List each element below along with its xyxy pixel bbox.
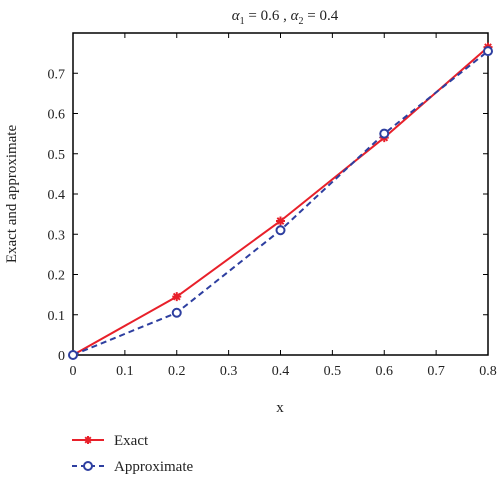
chart-title: α1 = 0.6 , α2 = 0.4: [232, 8, 339, 27]
series-line-approximate: [72, 50, 489, 356]
data-point-exact: [276, 216, 285, 226]
x-tick-label: 0.4: [272, 364, 290, 379]
legend-exact-label: Exact: [114, 433, 149, 449]
data-point-approximate: [483, 46, 493, 57]
x-tick-label: 0.2: [168, 364, 186, 379]
y-tick-label: 0.3: [48, 228, 66, 243]
y-tick-label: 0.5: [48, 148, 66, 163]
x-tick-label: 0.6: [376, 364, 394, 379]
data-point-approximate: [275, 225, 286, 236]
legend-approx-label: Approximate: [114, 459, 193, 475]
data-point-approximate: [68, 350, 78, 360]
y-tick-label: 0.7: [48, 67, 66, 82]
y-axis-label: Exact and approximate: [4, 125, 20, 264]
legend: Exact Approximate: [72, 433, 193, 475]
y-tick-label: 0: [58, 349, 65, 364]
series-line-exact: [72, 46, 489, 356]
x-tick-label: 0.1: [116, 364, 134, 379]
title-end: = 0.4: [304, 8, 339, 24]
y-axis: 0 0.1 0.2 0.3 0.4 0.5 0.6 0.7: [48, 67, 488, 364]
legend-exact-marker: [84, 436, 92, 444]
x-tick-label: 0.5: [324, 364, 342, 379]
title-alpha-2: α: [291, 8, 300, 24]
x-axis-label: x: [276, 400, 284, 416]
x-tick-label: 0.3: [220, 364, 238, 379]
y-tick-label: 0.4: [48, 188, 66, 203]
plot-frame: [72, 32, 489, 356]
legend-approx-marker: [83, 461, 93, 471]
y-tick-label: 0.2: [48, 269, 66, 284]
y-tick-label: 0.6: [48, 108, 66, 123]
x-tick-label: 0.8: [479, 364, 497, 379]
x-tick-label: 0.7: [427, 364, 445, 379]
title-sub-2: 2: [299, 16, 304, 27]
title-mid: = 0.6 ,: [245, 8, 291, 24]
x-axis: 0 0.1 0.2 0.3 0.4 0.5 0.6 0.7 0.8: [70, 33, 497, 379]
data-point-approximate: [171, 307, 182, 318]
title-alpha-1: α: [232, 8, 241, 24]
y-tick-label: 0.1: [48, 309, 66, 324]
data-point-exact: [172, 292, 182, 302]
data-point-approximate: [379, 128, 390, 139]
x-tick-label: 0: [70, 364, 77, 379]
series-layer: [68, 42, 493, 360]
title-sub-1: 1: [240, 16, 245, 27]
